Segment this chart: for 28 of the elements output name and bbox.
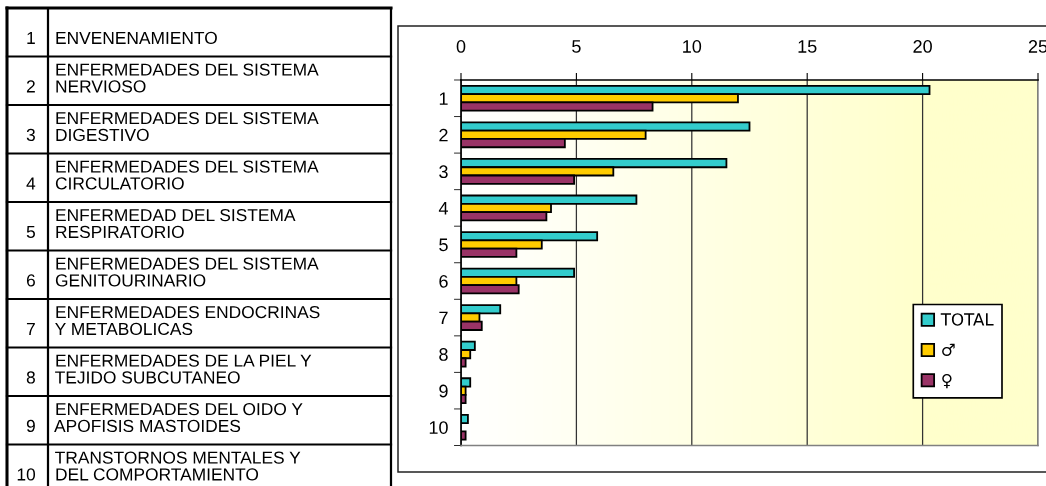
legend-label: TOTAL xyxy=(940,313,994,326)
y-tick-label: 5 xyxy=(439,238,448,252)
y-tick-label: 7 xyxy=(439,311,448,325)
y-tick-label: 4 xyxy=(438,202,448,215)
text: ENFERMEDADES DEL SISTEMA 2 NERVIOSO xyxy=(26,63,319,93)
x-tick-label: 0 xyxy=(456,40,466,53)
text: ENFERMEDADES ENDOCRINAS 7 Y METABOLICAS xyxy=(26,305,320,336)
x-tick-label: 10 xyxy=(683,40,702,53)
y-tick-label: 2 xyxy=(439,128,448,142)
y-tick-label: 10 xyxy=(429,421,448,434)
y-tick-label: 1 xyxy=(439,92,448,105)
y-tick-label: 3 xyxy=(439,165,448,179)
text: ENFERMEDADES DEL SISTEMA 6 GENITOURINARIO xyxy=(26,257,319,287)
x-tick-label: 15 xyxy=(798,40,817,53)
y-tick-label: 6 xyxy=(439,274,448,288)
x-tick-label: 20 xyxy=(913,40,932,53)
text: ENFERMEDADES DEL SISTEMA 3 DIGESTIVO xyxy=(26,111,319,142)
x-tick-label: 5 xyxy=(572,40,581,53)
text: 1 ENVENENAMIENTO xyxy=(27,31,217,45)
text: TRANSTORNOS MENTALES Y 10 DEL COMPORTAMIENTO xyxy=(17,451,301,481)
text: ENFERMEDADES DEL SISTEMA 4 CIRCULATORIO xyxy=(26,160,319,190)
legend-label: ♂ xyxy=(942,343,955,357)
text: ENFERMEDAD DEL SISTEMA 5 RESPIRATORIO xyxy=(26,208,296,239)
y-tick-label: 8 xyxy=(439,348,448,361)
text: ENFERMEDADES DEL OIDO Y 9 APOFISIS MASTOIDES xyxy=(26,402,303,433)
text: ENFERMEDADES DE LA PIEL Y 8 TEJIDO SUBCUTANEO xyxy=(26,354,312,384)
y-tick-label: 9 xyxy=(439,384,448,398)
legend-label: ♀ xyxy=(942,373,952,389)
